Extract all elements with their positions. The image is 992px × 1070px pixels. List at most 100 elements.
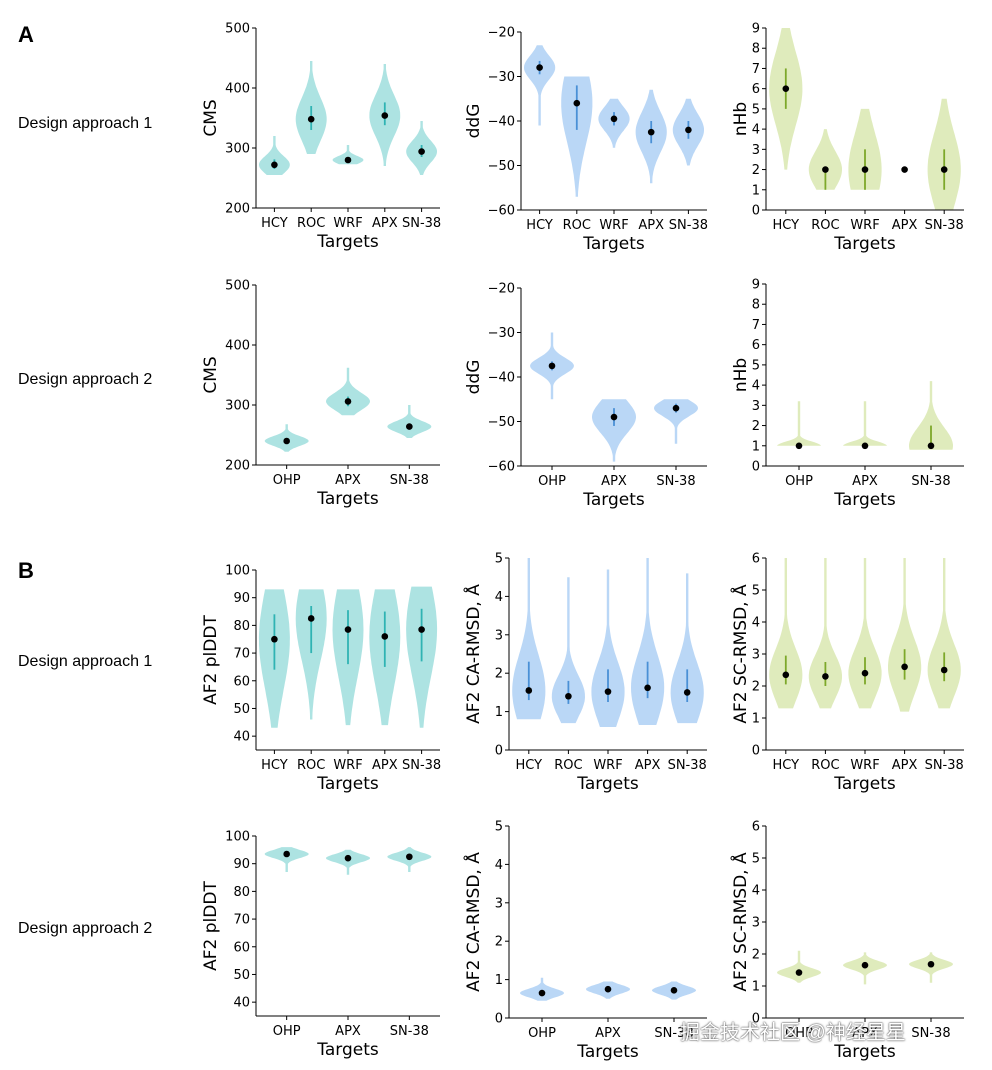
x-tick-label-sn-38: SN-38 — [911, 1026, 950, 1041]
median-point-apx — [861, 442, 869, 450]
median-point-hcy — [782, 85, 790, 92]
y-tick-label: 200 — [225, 202, 250, 217]
y-tick-label: 1 — [752, 183, 760, 198]
y-tick-label: 5 — [752, 358, 760, 373]
y-tick-label: 6 — [752, 82, 760, 97]
y-tick-label: 5 — [752, 584, 760, 599]
x-tick-label-roc: ROC — [554, 758, 582, 773]
y-tick-label: 100 — [225, 830, 250, 845]
median-point-apx — [381, 112, 389, 119]
x-tick-label-apx: APX — [601, 474, 627, 489]
violin-sn-38 — [670, 573, 704, 724]
y-tick-label: −60 — [488, 460, 515, 475]
y-tick-label: 6 — [752, 820, 760, 835]
x-tick-label-wrf: WRF — [850, 218, 879, 233]
median-point-apx — [861, 961, 869, 969]
y-tick-label: 8 — [752, 298, 760, 313]
y-tick-label: 3 — [752, 143, 760, 158]
median-point-ohp — [795, 442, 803, 450]
x-tick-label-apx: APX — [372, 758, 398, 773]
median-point-roc — [565, 692, 572, 700]
x-axis-label: Targets — [833, 234, 896, 254]
violin-apx — [631, 558, 665, 725]
y-tick-label: −30 — [488, 70, 515, 85]
x-tick-label-apx: APX — [638, 218, 664, 233]
median-point-roc — [822, 166, 829, 173]
y-tick-label: −40 — [488, 371, 515, 386]
violin-apx — [592, 399, 636, 462]
y-tick-label: 2 — [752, 680, 760, 695]
y-tick-label: 80 — [233, 885, 250, 900]
x-tick-label-sn-38: SN-38 — [669, 218, 708, 233]
violin-apx — [326, 367, 370, 416]
x-tick-label-roc: ROC — [297, 216, 325, 231]
x-tick-label-hcy: HCY — [261, 216, 288, 231]
x-tick-label-apx: APX — [892, 218, 918, 233]
x-tick-label-wrf: WRF — [850, 758, 879, 773]
median-point-roc — [307, 115, 315, 123]
y-axis-label: nHb — [731, 102, 751, 136]
x-tick-label-sn-38: SN-38 — [656, 474, 695, 489]
y-tick-label: 2 — [752, 163, 760, 178]
median-point-roc — [822, 673, 829, 680]
y-axis-label: AF2 SC-RMSD, Å — [730, 852, 751, 992]
chart-a4-cms: 200 300 400 500 OHP APX SN-38 Targets CMS — [201, 279, 440, 509]
y-axis-label: ddG — [464, 104, 484, 139]
x-tick-label-apx: APX — [635, 758, 661, 773]
y-tick-label: 50 — [233, 702, 250, 717]
violin-roc — [808, 129, 842, 190]
violin-roc — [295, 589, 327, 720]
y-axis-label: AF2 plDDT — [201, 881, 221, 971]
median-point-hcy — [525, 687, 533, 694]
x-tick-label-sn-38: SN-38 — [402, 216, 441, 231]
x-tick-label-ohp: OHP — [273, 1024, 301, 1039]
y-tick-label: 1 — [752, 439, 760, 454]
x-tick-label-hcy: HCY — [526, 218, 553, 233]
median-point-sn-38 — [406, 853, 413, 861]
violin-roc — [551, 577, 585, 724]
y-tick-label: 50 — [233, 968, 250, 983]
x-tick-label-sn-38: SN-38 — [925, 218, 964, 233]
x-tick-label-ohp: OHP — [273, 473, 301, 488]
x-tick-label-wrf: WRF — [593, 758, 622, 773]
y-tick-label: 200 — [225, 459, 250, 474]
median-point-wrf — [861, 166, 869, 173]
median-point-apx — [344, 398, 352, 405]
chart-b1-plddt: 40 50 60 70 80 90 100 HCY ROC WRF APX SN-38 Targets A… — [201, 564, 441, 795]
median-point-sn-38 — [927, 442, 935, 450]
median-point-sn-38 — [418, 148, 425, 155]
y-tick-label: 3 — [752, 648, 760, 663]
x-tick-label-ohp: OHP — [538, 474, 566, 489]
y-tick-label: 7 — [752, 318, 760, 333]
chart-a5-ddg: −60 −50 −40 −30 −20 OHP APX SN-38 Targets ddG — [464, 282, 707, 510]
median-point-hcy — [536, 64, 543, 71]
x-axis-label: Targets — [576, 1042, 639, 1062]
x-axis-label: Targets — [833, 490, 896, 510]
row-label-a1: Design approach 1 — [18, 115, 153, 132]
violin-wrf — [848, 558, 882, 709]
median-point-ohp — [795, 969, 803, 976]
violin-wrf — [591, 569, 625, 727]
violin-ohp — [777, 401, 821, 446]
y-tick-label: 5 — [752, 102, 760, 117]
median-point-hcy — [271, 161, 278, 169]
median-point-apx — [644, 684, 651, 692]
x-axis-label: Targets — [576, 774, 639, 794]
x-tick-label-wrf: WRF — [333, 216, 362, 231]
y-tick-label: 6 — [752, 552, 760, 567]
y-tick-label: 3 — [495, 628, 503, 643]
x-tick-label-roc: ROC — [811, 758, 839, 773]
chart-a2-ddg: −60 −50 −40 −30 −20 HCY ROC WRF APX SN-38 Targets d… — [464, 26, 708, 255]
x-tick-label-apx: APX — [335, 473, 361, 488]
y-tick-label: 8 — [752, 42, 760, 57]
violin-ohp — [520, 977, 564, 1001]
x-tick-label-ohp: OHP — [785, 1026, 813, 1041]
y-tick-label: 2 — [752, 948, 760, 963]
y-tick-label: 60 — [233, 940, 250, 955]
y-tick-label: 9 — [752, 278, 760, 293]
y-tick-label: 1 — [752, 712, 760, 727]
y-tick-label: 1 — [495, 705, 503, 720]
violin-sn-38 — [387, 405, 432, 438]
x-tick-label-sn-38: SN-38 — [402, 758, 441, 773]
median-point-apx — [901, 166, 908, 173]
